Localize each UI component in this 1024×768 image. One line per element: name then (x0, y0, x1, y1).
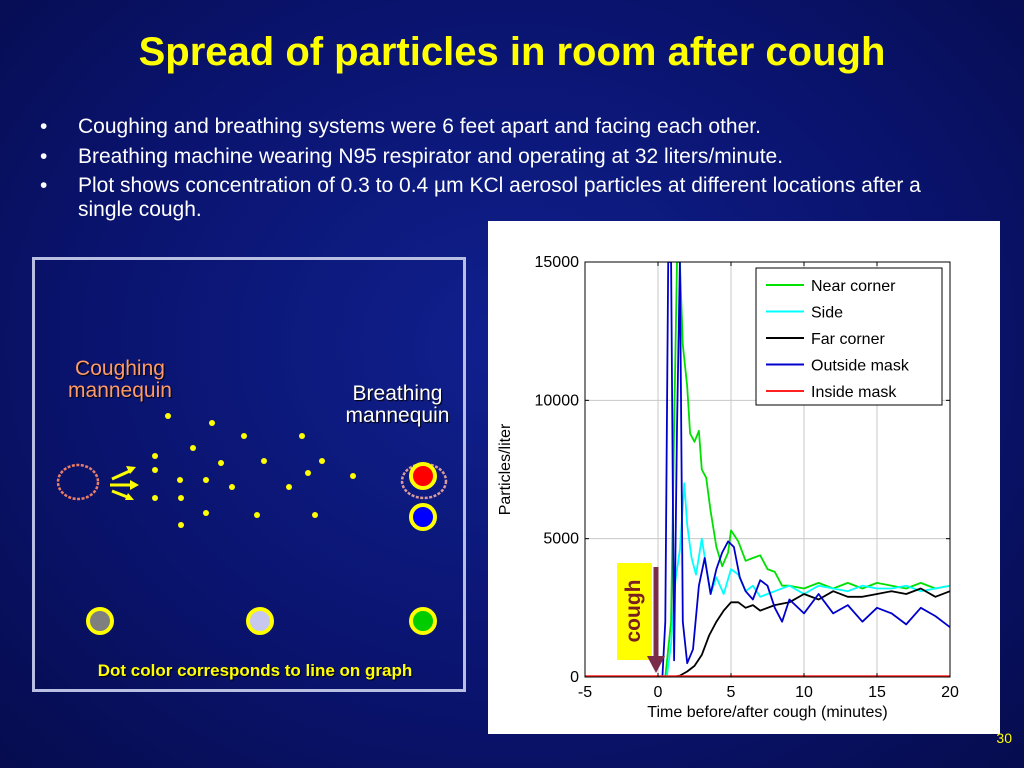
x-tick-label: 5 (727, 684, 736, 701)
particle-dot (178, 522, 184, 528)
particle-dot (203, 477, 209, 483)
cough-arrows-icon (110, 466, 139, 500)
y-axis-label: Particles/liter (497, 423, 514, 515)
particle-dot (350, 473, 356, 479)
particle-dot (254, 512, 260, 518)
location-dot-outside-mask (409, 462, 437, 490)
particle-dot (177, 477, 183, 483)
y-tick-label: 15000 (535, 254, 580, 271)
cough-annotation-badge (617, 563, 652, 660)
particle-dot (190, 445, 196, 451)
particle-dot (165, 413, 171, 419)
x-tick-label: 20 (941, 684, 959, 701)
diagram-caption: Dot color corresponds to line on graph (97, 661, 413, 680)
location-dot-near-corner (409, 607, 437, 635)
y-tick-label: 10000 (535, 392, 580, 409)
location-dot-inside-mask (409, 503, 437, 531)
series-lines (585, 262, 950, 677)
bullet-item: Coughing and breathing systems were 6 fe… (40, 114, 940, 140)
particle-dot (319, 458, 325, 464)
chart-panel: -5 0 5 10 15 20 0 5000 10000 15000 Time before/aft… (488, 221, 1000, 734)
legend-label: Outside mask (811, 358, 910, 375)
legend-label: Near corner (811, 278, 896, 295)
room-diagram-panel (32, 257, 466, 692)
particle-dot (209, 420, 215, 426)
particle-dot (152, 467, 158, 473)
legend-label: Inside mask (811, 384, 897, 401)
breathing-mannequin-label: Breathing mannequin (345, 382, 450, 427)
particle-dot (229, 484, 235, 490)
legend-label: Side (811, 305, 843, 322)
cough-annotation-label: cough (622, 579, 645, 643)
particle-dot (203, 510, 209, 516)
bullet-item: Plot shows concentration of 0.3 to 0.4 µ… (40, 174, 940, 222)
particle-dot (261, 458, 267, 464)
bullet-item: Breathing machine wearing N95 respirator… (40, 144, 940, 170)
series-line-outside-mask (585, 262, 950, 677)
plot-frame (584, 261, 951, 678)
legend: Near corner Side Far corner Outside mask Ins… (755, 267, 943, 406)
x-axis-label: Time before/after cough (minutes) (647, 704, 887, 721)
x-tick-label: 15 (868, 684, 886, 701)
location-dot-far-corner (86, 607, 114, 635)
slide-title: Spread of particles in room after cough (138, 30, 886, 74)
particle-dot (152, 453, 158, 459)
x-tick-label: -5 (578, 684, 592, 701)
coughing-mannequin-head (56, 463, 100, 501)
coughing-mannequin-label: Coughing mannequin (68, 357, 172, 402)
y-tick-label: 0 (570, 669, 579, 686)
particle-dot (286, 484, 292, 490)
particle-dot (305, 470, 311, 476)
x-tick-label: 10 (795, 684, 813, 701)
location-dot-side (246, 607, 274, 635)
y-tick-label: 5000 (543, 531, 579, 548)
x-tick-label: 0 (654, 684, 663, 701)
page-number: 30 (996, 730, 1012, 746)
legend-box (755, 267, 943, 406)
particle-dot (312, 512, 318, 518)
particle-dot (299, 433, 305, 439)
particle-dot (178, 495, 184, 501)
bullet-list: Coughing and breathing systems were 6 fe… (40, 114, 940, 226)
series-line-far-corner (585, 587, 950, 677)
particle-dot (241, 433, 247, 439)
legend-label: Far corner (811, 331, 885, 348)
particle-dot (218, 460, 224, 466)
particle-dot (152, 495, 158, 501)
